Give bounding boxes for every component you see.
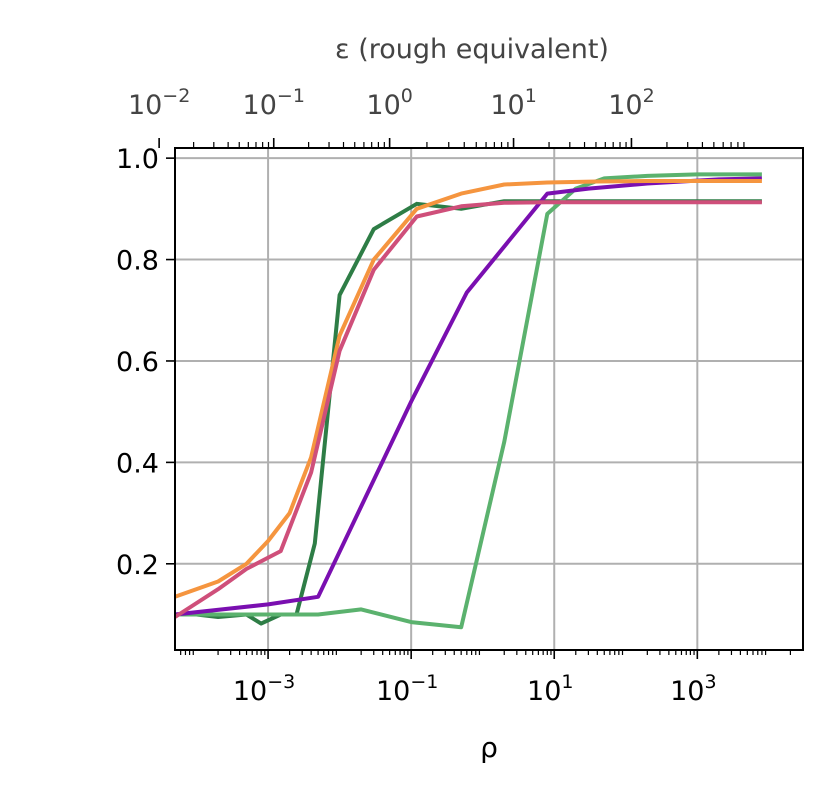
y-axis: 0.2 0.4 0.6 0.8 1.0 — [116, 144, 175, 581]
plot-frame — [174, 147, 804, 651]
y-tick-label: 0.2 — [116, 550, 159, 581]
x-tick-label: 103 — [670, 671, 716, 707]
series-line-5 — [173, 200, 762, 619]
y-tick-label: 1.0 — [116, 144, 159, 175]
top-tick-label: 102 — [608, 85, 654, 121]
grid — [175, 148, 803, 650]
y-tick-label: 0.6 — [116, 347, 159, 378]
series-layer — [173, 172, 762, 630]
y-tick-label: 0.4 — [116, 448, 159, 479]
x-tick-label: 10−3 — [233, 671, 295, 707]
series-line-2 — [175, 172, 762, 630]
x-axis-title: ρ — [480, 731, 498, 764]
series-line-4 — [174, 179, 762, 599]
top-tick-label: 100 — [366, 85, 412, 121]
x-tick-label: 10−1 — [376, 671, 438, 707]
x-tick-label: 101 — [527, 671, 573, 707]
top-tick-label: 10−2 — [128, 85, 190, 121]
top-axis: 10−2 10−1 100 101 102 — [128, 85, 745, 148]
y-tick-label: 0.8 — [116, 246, 159, 277]
x-axis: 10−3 10−1 101 103 — [180, 650, 792, 707]
top-tick-label: 101 — [490, 85, 536, 121]
top-axis-title: ε (rough equivalent) — [335, 34, 609, 65]
top-tick-label: 10−1 — [243, 85, 305, 121]
